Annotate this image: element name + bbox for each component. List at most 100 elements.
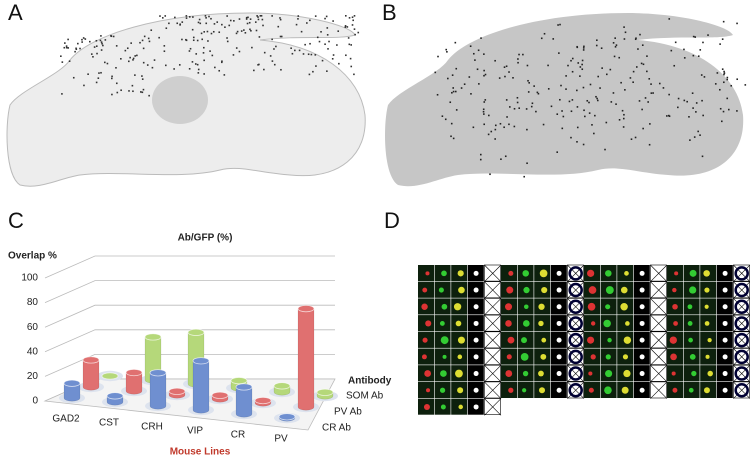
speck <box>565 88 567 90</box>
tile-mask <box>473 304 479 310</box>
speck <box>310 53 313 56</box>
speck <box>581 63 583 66</box>
speck <box>331 57 334 60</box>
speck <box>648 143 651 146</box>
speck <box>158 36 160 39</box>
speck <box>599 87 601 89</box>
speck <box>641 108 643 111</box>
speck <box>593 132 595 135</box>
tile-cell <box>588 371 593 376</box>
x-tick-label: CST <box>99 418 119 429</box>
speck <box>605 121 608 124</box>
speck <box>494 124 497 127</box>
speck <box>596 39 598 42</box>
speck <box>192 36 195 39</box>
speck <box>83 84 85 87</box>
tile-mask <box>556 287 562 293</box>
speck <box>642 63 645 66</box>
speck <box>730 84 733 87</box>
speck <box>647 101 649 103</box>
tile-mask <box>639 287 645 293</box>
speck <box>226 37 228 39</box>
speck <box>638 100 641 102</box>
speck <box>142 47 145 50</box>
tile-cell <box>624 271 629 276</box>
tile-cell <box>672 303 678 310</box>
tile-cell <box>672 387 678 393</box>
speck <box>589 83 592 86</box>
tile-cell <box>623 336 632 344</box>
tile-cell <box>689 286 697 294</box>
speck <box>216 21 219 23</box>
speck <box>151 66 154 69</box>
tile-ring <box>734 282 749 298</box>
tile-cell <box>423 403 430 410</box>
speck <box>259 15 262 17</box>
bar <box>192 360 210 414</box>
speck <box>229 19 232 22</box>
speck <box>139 41 141 44</box>
speck <box>586 99 589 102</box>
speck <box>490 130 493 133</box>
tile-ring <box>734 316 749 331</box>
tile-cross <box>733 264 750 282</box>
bar-top <box>63 379 81 387</box>
speck <box>526 64 529 67</box>
speck <box>721 38 724 40</box>
speck <box>445 48 448 51</box>
speck <box>147 37 150 40</box>
speck <box>244 32 247 34</box>
speck <box>291 52 294 55</box>
x-tick-label: CR <box>231 430 245 441</box>
speck <box>673 64 676 67</box>
speck <box>306 22 308 24</box>
speck <box>312 70 314 73</box>
tile-mask <box>722 371 728 377</box>
speck <box>65 46 68 49</box>
tile-mask <box>473 404 479 410</box>
speck <box>350 44 353 46</box>
tile-cell <box>438 287 444 293</box>
bar-top <box>235 383 253 391</box>
speck <box>348 43 351 46</box>
tile-mask <box>722 287 728 293</box>
speck <box>111 77 113 80</box>
speck <box>576 141 578 143</box>
speck <box>352 19 354 22</box>
speck <box>179 23 182 26</box>
tile-cell <box>508 387 514 393</box>
speck <box>726 76 729 79</box>
speck <box>64 42 66 44</box>
speck <box>131 84 134 87</box>
speck <box>699 49 702 51</box>
speck <box>72 76 75 79</box>
speck <box>736 22 738 25</box>
tile-mask <box>556 320 562 326</box>
tile-cell <box>707 370 713 377</box>
speck <box>185 17 188 19</box>
speck <box>275 45 277 48</box>
speck <box>263 68 265 71</box>
speck <box>688 116 690 118</box>
speck <box>723 72 726 74</box>
speck <box>112 35 115 38</box>
speck <box>328 40 330 43</box>
speck <box>316 36 319 39</box>
speck <box>719 88 721 91</box>
tile-cross <box>484 398 502 416</box>
speck <box>686 100 688 103</box>
speck <box>635 37 637 40</box>
tile-cell <box>455 320 462 327</box>
speck <box>483 123 486 126</box>
panel-label: A <box>8 0 23 25</box>
tile-mask <box>722 304 728 310</box>
bar-top <box>106 392 124 400</box>
speck <box>618 119 621 121</box>
speck <box>271 38 273 41</box>
speck <box>132 59 134 61</box>
speck <box>632 81 634 84</box>
speck <box>716 72 719 74</box>
speck <box>568 100 571 103</box>
speck <box>597 75 600 78</box>
speck <box>451 91 453 94</box>
